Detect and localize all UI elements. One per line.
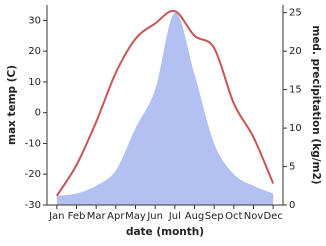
y-tick-label: 30 [28,15,41,26]
x-tick-label: Feb [68,211,86,222]
y-tick-label: 20 [28,46,41,57]
y2-tick-label: 5 [289,162,295,173]
y2-tick-label: 0 [289,200,295,211]
x-tick-label: Jan [48,211,64,222]
y2-tick-label: 10 [289,123,302,134]
y2-tick-label: 20 [289,46,302,57]
y-tick-label: 0 [35,108,41,119]
y-tick-label: -10 [25,138,41,149]
y2-tick-label: 15 [289,85,302,96]
y-tick-label: -30 [25,200,41,211]
temperature-line [55,9,275,197]
x-tick-label: Jul [168,211,181,222]
x-tick-label: Dec [263,211,282,222]
x-tick-label: Sep [205,211,224,222]
x-tick-label: May [125,211,146,222]
x-tick-label: Mar [87,211,107,222]
x-tick-label: Jun [146,211,163,222]
y-axis-title: max temp (C) [6,65,18,145]
y2-tick-label: 25 [289,8,302,19]
x-tick-label: Apr [107,211,125,222]
precipitation-area [56,12,274,206]
y-tick-label: 10 [28,77,41,88]
x-tick-label: Oct [225,211,242,222]
y2-axis-title: med. precipitation (kg/m2) [310,25,322,184]
x-tick-label: Aug [185,211,205,222]
x-axis-title: date (month) [126,226,204,238]
y-tick-label: -20 [25,169,41,180]
x-tick-label: Nov [244,211,264,222]
